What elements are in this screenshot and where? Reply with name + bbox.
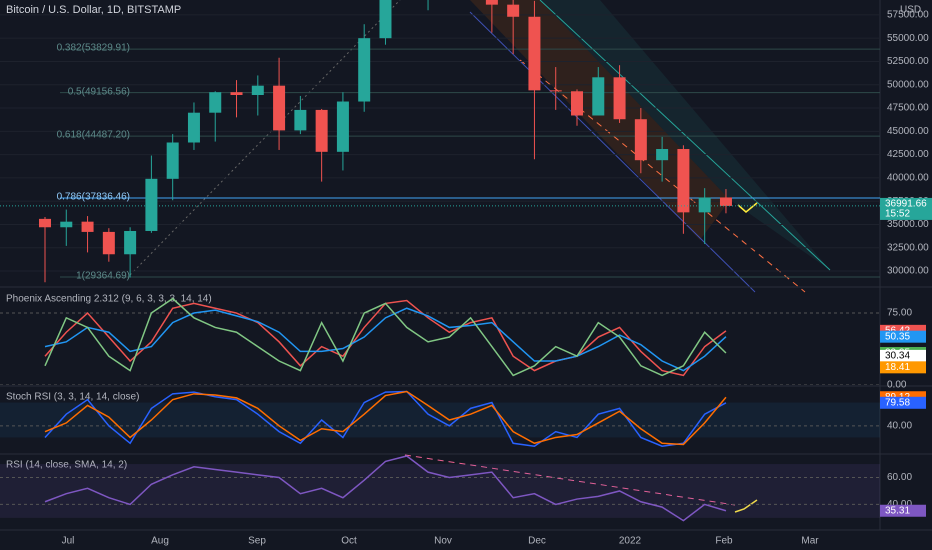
indicator-line bbox=[44, 307, 727, 372]
rsi-pane bbox=[0, 455, 880, 522]
rsi-trend bbox=[404, 454, 736, 506]
x-tick-label: Nov bbox=[434, 536, 452, 547]
x-tick-label: Sep bbox=[248, 536, 266, 547]
y-tick-label: 45000.00 bbox=[887, 126, 929, 137]
y-tick-label: 40000.00 bbox=[887, 173, 929, 184]
candle-body bbox=[719, 197, 732, 206]
candle-body bbox=[358, 38, 371, 102]
x-tick-label: 2022 bbox=[619, 536, 642, 547]
y-tick-label: 30000.00 bbox=[887, 266, 929, 277]
candle-body bbox=[294, 109, 307, 131]
value-tag bbox=[880, 504, 926, 517]
value-tag bbox=[880, 361, 926, 374]
pane-title: Stoch RSI (3, 3, 14, 14, close) bbox=[6, 392, 139, 403]
candle-body bbox=[528, 16, 541, 91]
candle-body bbox=[273, 85, 286, 131]
y-tick-label: 50000.00 bbox=[887, 79, 929, 90]
candle-body bbox=[102, 231, 115, 255]
y-tick-label: 40.00 bbox=[887, 420, 912, 431]
pane-title: RSI (14, close, SMA, 14, 2) bbox=[6, 460, 127, 471]
last-price-label: 36991.66 bbox=[885, 199, 927, 210]
candle-body bbox=[124, 230, 137, 255]
last-price-tag bbox=[880, 197, 932, 220]
y-tick-label: 57500.00 bbox=[887, 10, 929, 21]
value-tag bbox=[880, 396, 926, 409]
candle-body bbox=[251, 85, 264, 95]
value-tag-label: 35.31 bbox=[885, 505, 910, 516]
indicator-line bbox=[44, 390, 727, 447]
candle-body bbox=[209, 92, 222, 113]
x-tick-label: Mar bbox=[801, 536, 819, 547]
arrow bbox=[734, 499, 758, 513]
pane-title: Phoenix Ascending 2.312 (9, 6, 3, 3, 3, … bbox=[6, 294, 212, 305]
x-tick-label: Oct bbox=[341, 536, 357, 547]
symbol-title: Bitcoin / U.S. Dollar, 1D, BITSTAMP bbox=[6, 4, 181, 16]
value-tag-label: 79.58 bbox=[885, 397, 910, 408]
candle-body bbox=[60, 221, 73, 228]
y-tick-label: 32500.00 bbox=[887, 242, 929, 253]
candle-body bbox=[634, 119, 647, 161]
stoch-pane bbox=[0, 390, 880, 447]
channel-line bbox=[539, 0, 831, 271]
candle-body bbox=[166, 142, 179, 179]
candle-body bbox=[187, 112, 200, 143]
fib-label: 0.5(49156.56) bbox=[68, 86, 130, 97]
candle-body bbox=[656, 149, 669, 161]
candle-body bbox=[698, 197, 711, 213]
price-pane: 0.382(53829.91) 0.5(49156.56) 0.618(44487.… bbox=[0, 0, 880, 283]
candle-body bbox=[592, 77, 605, 116]
candle-body bbox=[315, 109, 328, 152]
value-tag bbox=[880, 349, 926, 362]
rsi-band bbox=[0, 464, 880, 518]
value-tag-label: 30.34 bbox=[885, 351, 910, 362]
x-tick-label: Aug bbox=[151, 536, 169, 547]
value-tag bbox=[880, 330, 926, 343]
fib-label: 1(29364.69) bbox=[76, 271, 130, 282]
candle-body bbox=[507, 4, 520, 17]
x-tick-label: Feb bbox=[715, 536, 733, 547]
y-tick-label: 35000.00 bbox=[887, 219, 929, 230]
y-tick-label: 52500.00 bbox=[887, 56, 929, 67]
y-tick-label: 42500.00 bbox=[887, 149, 929, 160]
y-tick-label: 40.00 bbox=[887, 499, 912, 510]
indicator-line bbox=[44, 297, 727, 377]
indicator-line bbox=[44, 390, 727, 446]
channel-line bbox=[469, 11, 756, 293]
fib-label: 0.382(53829.91) bbox=[57, 43, 130, 54]
candle-body bbox=[336, 101, 349, 152]
indicator-line bbox=[44, 455, 727, 522]
y-tick-label: 0.00 bbox=[887, 380, 907, 391]
y-tick-label: 75.00 bbox=[887, 308, 912, 319]
currency: USD bbox=[900, 5, 921, 16]
x-tick-label: Dec bbox=[528, 536, 546, 547]
candle-body bbox=[485, 0, 498, 5]
y-tick-label: 55000.00 bbox=[887, 33, 929, 44]
value-tag-label: 50.35 bbox=[885, 331, 910, 342]
candle-body bbox=[379, 0, 392, 39]
phoenix-pane bbox=[0, 297, 880, 385]
y-tick-label: 60.00 bbox=[887, 472, 912, 483]
fib-label: 0.618(44487.20) bbox=[57, 130, 130, 141]
candle-body bbox=[145, 178, 158, 231]
candle-body bbox=[549, 90, 562, 92]
y-tick-label: 47500.00 bbox=[887, 103, 929, 114]
fib-label: 0.786(37836.46) bbox=[57, 192, 130, 203]
countdown: 15:52 bbox=[885, 209, 910, 220]
fib-trend bbox=[129, 0, 401, 276]
candle-body bbox=[230, 92, 243, 95]
candle-body bbox=[81, 221, 94, 232]
candle-body bbox=[571, 91, 583, 116]
candle-body bbox=[613, 77, 626, 120]
candle-body bbox=[677, 149, 690, 213]
value-tag-label: 18.41 bbox=[885, 362, 910, 373]
candle-body bbox=[39, 218, 51, 228]
x-tick-label: Jul bbox=[62, 536, 75, 547]
